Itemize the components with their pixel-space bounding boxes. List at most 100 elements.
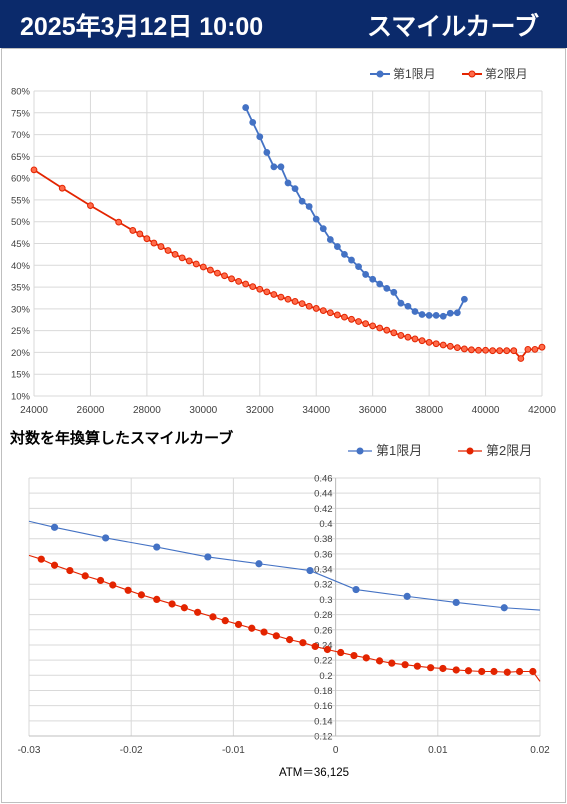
chart2-data-point xyxy=(168,600,176,608)
chart1-data-point xyxy=(460,295,468,303)
chart1-data-point xyxy=(418,337,426,345)
chart1-data-point xyxy=(136,230,144,238)
chart2-y-tick-label: 0.26 xyxy=(314,625,333,636)
chart2-data-point xyxy=(37,555,45,563)
chart1-data-point xyxy=(143,235,151,243)
chart1-data-point xyxy=(291,298,299,305)
chart1-data-point xyxy=(326,236,334,243)
chart1-data-point xyxy=(115,218,123,226)
chart1-x-tick-label: 30000 xyxy=(189,405,217,416)
chart2-data-point xyxy=(311,642,319,651)
chart1-data-point xyxy=(489,347,497,355)
chart1-data-point xyxy=(256,133,264,141)
chart2-data-point xyxy=(109,581,117,589)
chart1-data-point xyxy=(277,163,285,171)
chart1-data-point xyxy=(298,300,306,308)
chart2-data-point xyxy=(401,661,409,669)
chart1-data-point xyxy=(460,345,468,353)
chart1-y-tick-label: 70% xyxy=(11,130,31,141)
chart2-y-tick-label: 0.14 xyxy=(314,716,333,727)
chart1-data-point xyxy=(404,333,412,341)
chart1-legend-label: 第2限月 xyxy=(485,67,528,81)
chart1-y-tick-label: 45% xyxy=(11,239,31,250)
chart1-x-tick-label: 26000 xyxy=(77,405,105,416)
chart1-data-point xyxy=(214,269,221,277)
chart2-y-tick-label: 0.2 xyxy=(319,671,332,682)
chart1-data-point xyxy=(411,308,419,315)
chart2-y-tick-label: 0.18 xyxy=(314,686,333,697)
chart1-y-tick-label: 65% xyxy=(11,152,31,163)
chart1-data-point xyxy=(199,263,207,271)
chart1-data-point xyxy=(362,271,370,278)
chart2-data-point xyxy=(323,645,332,654)
chart1-data-point xyxy=(87,202,94,209)
chart1-data-point xyxy=(263,149,271,156)
chart1-data-point xyxy=(446,342,454,350)
chart1-data-point xyxy=(355,318,362,325)
chart2-x-tick-label: -0.03 xyxy=(18,745,41,756)
chart1-data-point xyxy=(418,311,426,318)
chart1-data-point xyxy=(432,340,440,348)
chart1-data-point xyxy=(432,311,440,319)
chart1-data-point xyxy=(362,320,370,328)
chart1-data-point xyxy=(192,260,200,268)
chart1-y-tick-label: 10% xyxy=(11,392,31,403)
chart2-data-point xyxy=(96,576,105,585)
chart1-data-point xyxy=(312,305,320,312)
chart1-data-point xyxy=(270,291,278,298)
chart2-y-tick-label: 0.36 xyxy=(314,549,333,560)
chart2-y-tick-label: 0.46 xyxy=(314,474,333,485)
chart2-y-tick-label: 0.12 xyxy=(314,732,333,743)
chart2-data-point xyxy=(299,639,307,647)
chart1-grid: 24000 26000 28000 30000 32000 34000 36000 38000… xyxy=(11,87,556,417)
chart1-data-point xyxy=(178,254,186,262)
chart1-x-tick-label: 32000 xyxy=(246,405,274,416)
chart1-data-point xyxy=(129,227,137,234)
chart1-data-point xyxy=(425,339,433,346)
chart2-data-point xyxy=(248,624,256,632)
chart1-data-point xyxy=(348,256,355,264)
chart1-x-tick-label: 34000 xyxy=(302,405,330,416)
chart1-series xyxy=(30,104,546,362)
chart1-legend-marker xyxy=(468,70,476,78)
chart1-data-point xyxy=(439,341,447,349)
chart2-data-point xyxy=(500,604,508,612)
chart1-data-point xyxy=(164,247,172,254)
chart1-data-point xyxy=(503,347,511,355)
chart2-series-line xyxy=(28,520,541,611)
chart2-data-point xyxy=(337,648,345,657)
chart2-y-tick-label: 0.24 xyxy=(314,640,333,651)
chart1-data-point xyxy=(376,280,384,288)
chart1-data-point xyxy=(446,309,454,317)
chart2-data-point xyxy=(427,664,435,672)
chart1-legend-label: 第1限月 xyxy=(393,67,436,81)
chart1-data-point xyxy=(348,315,355,323)
chart2-data-point xyxy=(529,667,537,676)
chart1-data-point xyxy=(531,345,539,353)
chart1-y-tick-label: 30% xyxy=(11,304,31,315)
chart2-y-tick-label: 0.34 xyxy=(314,565,333,576)
chart2-x-tick-label: -0.02 xyxy=(120,745,143,756)
chart2-title: 対数を年換算したスマイルカーブ xyxy=(9,429,233,447)
chart1-legend-marker xyxy=(376,70,384,78)
chart1-y-tick-label: 15% xyxy=(11,370,31,381)
chart1-x-tick-label: 40000 xyxy=(472,405,500,416)
chart2-x-tick-label: -0.01 xyxy=(222,745,245,756)
log-annualized-smile-chart: 対数を年換算したスマイルカーブ -0.03 -0.02 -0.01 0 0.01 0.02 0… xyxy=(9,429,550,779)
chart1-data-point xyxy=(157,243,165,250)
chart2-data-point xyxy=(350,651,358,660)
chart2-data-point xyxy=(464,667,473,675)
chart2-y-tick-label: 0.16 xyxy=(314,701,333,712)
chart1-data-point xyxy=(249,118,257,126)
chart1-data-point xyxy=(319,307,327,315)
chart1-data-point xyxy=(369,275,377,283)
chart2-data-point xyxy=(439,664,447,673)
chart1-x-tick-label: 24000 xyxy=(20,405,48,416)
chart2-data-point xyxy=(50,523,59,531)
chart2-data-point xyxy=(352,585,360,594)
chart1-data-point xyxy=(383,284,391,292)
chart2-x-tick-label: 0.02 xyxy=(530,745,550,756)
chart1-data-point xyxy=(355,263,362,270)
chart2-y-tick-label: 0.3 xyxy=(319,595,332,606)
chart1-data-point xyxy=(341,313,348,321)
